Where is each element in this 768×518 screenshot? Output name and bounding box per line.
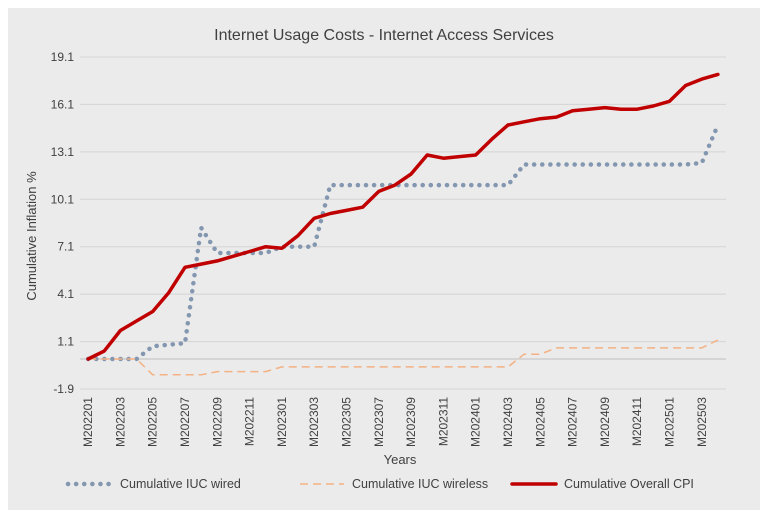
legend: Cumulative IUC wired Cumulative IUC wirel…	[65, 477, 694, 491]
y-tick-label: 4.1	[57, 287, 74, 301]
x-tick-label: M202301	[275, 397, 289, 447]
x-tick-label: M202201	[81, 397, 95, 447]
y-tick-label: 16.1	[51, 97, 75, 111]
series-line-1	[85, 122, 721, 362]
x-tick-label: M202503	[695, 397, 709, 447]
series-line-2	[88, 339, 719, 376]
legend-label: Cumulative IUC wired	[120, 477, 241, 491]
x-tick-label: M202207	[178, 397, 192, 447]
gridlines	[80, 56, 726, 390]
x-tick-label: M202407	[566, 397, 580, 447]
x-tick-label: M202211	[243, 397, 257, 446]
x-tick-label: M202501	[662, 397, 676, 447]
line-chart: Internet Usage Costs - Internet Access S…	[24, 27, 726, 491]
legend-label: Cumulative Overall CPI	[564, 477, 694, 491]
x-tick-label: M202209	[210, 397, 224, 447]
x-tick-label: M202403	[501, 397, 515, 447]
y-tick-label: 13.1	[51, 145, 75, 159]
x-tick-label: M202205	[146, 397, 160, 447]
x-tick-label: M202309	[404, 397, 418, 447]
y-axis-title: Cumulative Inflation %	[24, 171, 39, 301]
chart-title: Internet Usage Costs - Internet Access S…	[214, 27, 554, 44]
legend-label: Cumulative IUC wireless	[352, 477, 488, 491]
x-tick-label: M202405	[533, 397, 547, 447]
y-tick-label: -1.9	[53, 382, 74, 396]
x-tick-label: M202203	[113, 397, 127, 447]
series-line-3	[86, 72, 720, 361]
x-tick-label: M202305	[339, 397, 353, 447]
x-axis-title: Years	[384, 452, 417, 467]
x-tick-label: M202311	[436, 397, 450, 446]
series-lines	[85, 72, 721, 376]
x-tick-label: M202303	[307, 397, 321, 447]
y-tick-label: 1.1	[57, 335, 74, 349]
x-axis-ticks: M202201 M202203 M202205 M202207 M202209 M2022…	[81, 397, 709, 447]
y-tick-label: 10.1	[51, 192, 75, 206]
x-tick-label: M202411	[630, 397, 644, 446]
x-tick-label: M202401	[469, 397, 483, 447]
x-tick-label: M202307	[372, 397, 386, 447]
y-tick-label: 7.1	[57, 240, 74, 254]
x-tick-label: M202409	[598, 397, 612, 447]
y-tick-label: 19.1	[51, 50, 75, 64]
y-axis-ticks: 19.1 16.1 13.1 10.1 7.1 4.1 1.1 -1.9	[51, 50, 75, 396]
chart-frame: Internet Usage Costs - Internet Access S…	[8, 8, 760, 510]
